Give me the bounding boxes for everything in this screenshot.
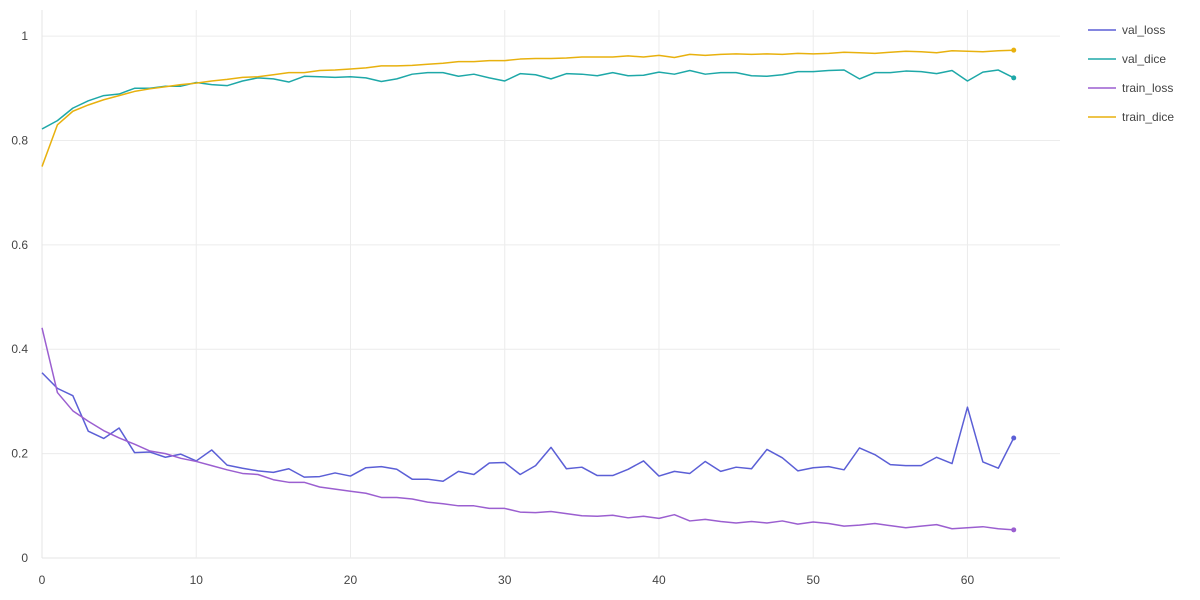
- x-tick-label: 40: [652, 573, 666, 587]
- y-tick-label: 0.4: [11, 342, 28, 356]
- series-line-train_loss[interactable]: [41, 327, 1014, 531]
- legend-label: val_dice: [1122, 52, 1166, 66]
- x-tick-label: 0: [39, 573, 46, 587]
- x-tick-label: 50: [807, 573, 821, 587]
- series-lines: [41, 47, 1017, 533]
- legend-label: train_loss: [1122, 81, 1173, 95]
- legend-label: val_loss: [1122, 23, 1165, 37]
- x-tick-label: 20: [344, 573, 358, 587]
- series-endpoint-train_loss[interactable]: [1011, 527, 1017, 533]
- x-tick-label: 10: [190, 573, 204, 587]
- y-tick-label: 0.2: [11, 447, 28, 461]
- y-tick-label: 1: [21, 29, 28, 43]
- y-tick-label: 0.8: [11, 133, 28, 147]
- series-line-val_loss[interactable]: [41, 372, 1015, 483]
- legend-item-val_dice[interactable]: val_dice: [1088, 52, 1166, 66]
- legend-item-train_loss[interactable]: train_loss: [1088, 81, 1173, 95]
- legend-item-train_dice[interactable]: train_dice: [1088, 110, 1174, 124]
- x-tick-label: 30: [498, 573, 512, 587]
- x-axis-ticks: 0 10 20 30 40 50 60: [39, 573, 975, 587]
- series-endpoint-val_loss[interactable]: [1011, 435, 1017, 441]
- legend[interactable]: val_loss val_dice train_loss train_dice: [1088, 23, 1174, 124]
- series-endpoint-train_dice[interactable]: [1011, 47, 1017, 53]
- y-tick-label: 0: [21, 551, 28, 565]
- legend-item-val_loss[interactable]: val_loss: [1088, 23, 1165, 37]
- series-line-train_dice[interactable]: [41, 49, 1014, 167]
- y-tick-label: 0.6: [11, 238, 28, 252]
- series-line-val_dice[interactable]: [41, 69, 1015, 130]
- grid: [41, 10, 1060, 559]
- y-axis-ticks: 0 0.2 0.4 0.6 0.8 1: [11, 29, 28, 565]
- x-tick-label: 60: [961, 573, 975, 587]
- legend-label: train_dice: [1122, 110, 1174, 124]
- series-endpoint-val_dice[interactable]: [1011, 75, 1017, 81]
